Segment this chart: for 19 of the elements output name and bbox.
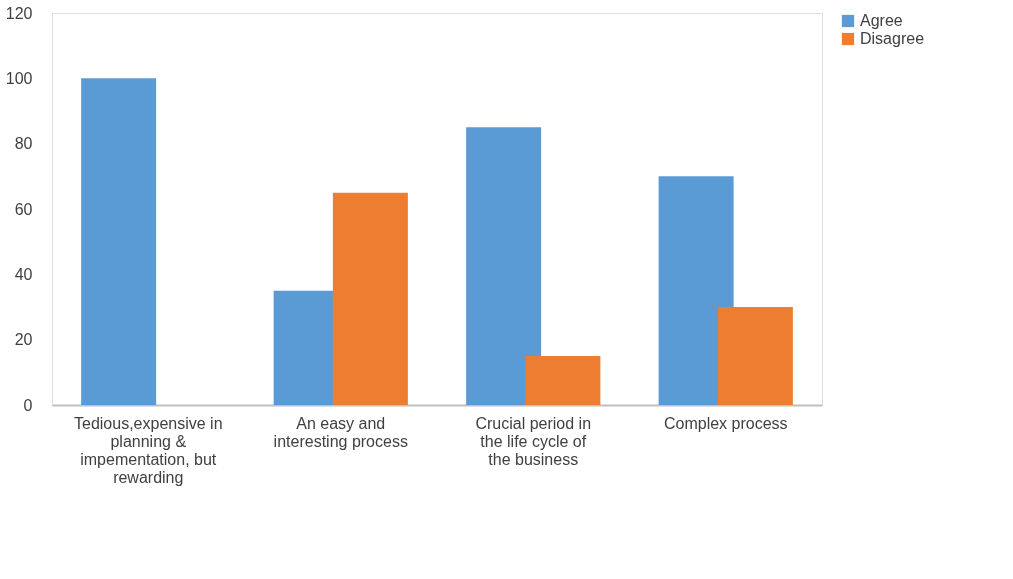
bar [525,356,601,405]
y-tick-label: 80 [14,135,33,153]
x-tick-label: Tedious,expensive in planning & impementation, but rewarding [73,414,223,486]
y-tick-label: 100 [5,69,33,87]
x-tick-label: Complex process [663,414,788,432]
y-tick-label: 60 [14,200,33,218]
bar [332,192,408,405]
legend-label: Disagree [860,30,925,47]
bar [658,176,734,405]
legend-label: Agree [860,12,903,29]
y-tick-label: 120 [5,4,33,22]
x-tick-label: Crucial period in the life cycle of the business [475,414,592,468]
bar [717,307,793,405]
bar [466,127,542,405]
bar [81,78,157,405]
y-tick-label: 0 [23,396,33,414]
y-tick-label: 20 [14,331,33,349]
x-tick-label: An easy and interesting process [273,414,408,450]
y-tick-label: 40 [14,265,33,283]
